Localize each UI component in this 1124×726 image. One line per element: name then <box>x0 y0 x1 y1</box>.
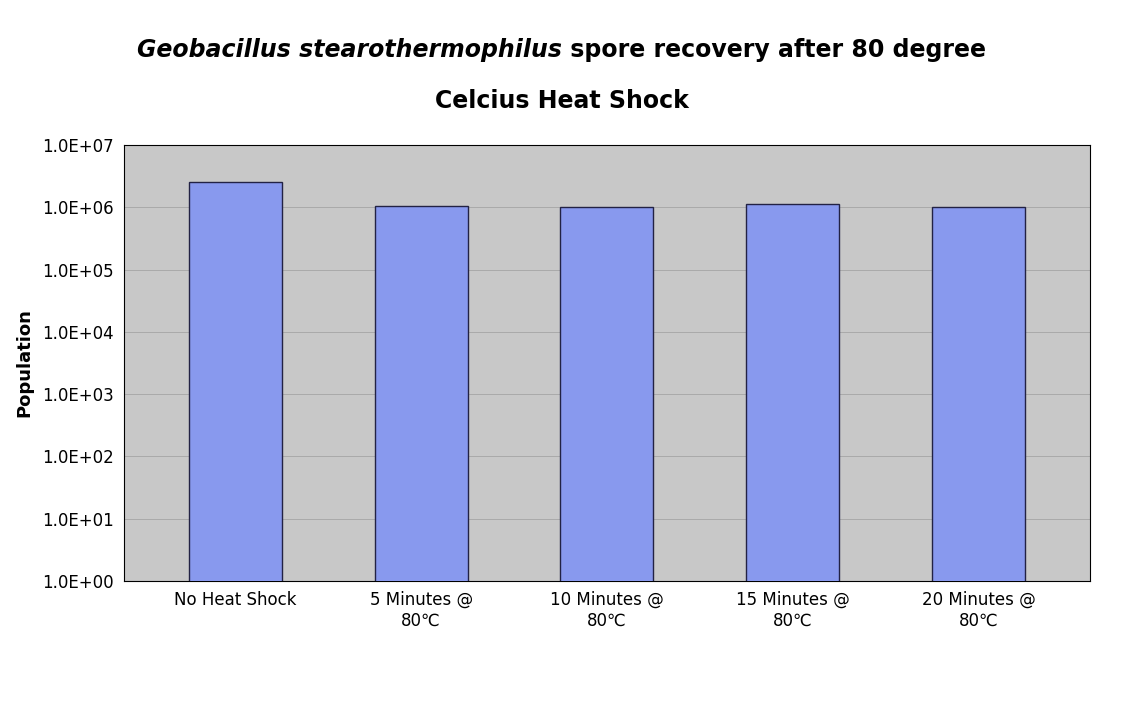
Bar <box>374 206 468 726</box>
Bar <box>746 204 840 726</box>
Text: Geobacillus stearothermophilus: Geobacillus stearothermophilus <box>137 38 562 62</box>
Text: Celcius Heat Shock: Celcius Heat Shock <box>435 89 689 113</box>
Bar <box>561 208 653 726</box>
Bar <box>932 208 1025 726</box>
Text: spore recovery after 80 degree: spore recovery after 80 degree <box>562 38 986 62</box>
Y-axis label: Population: Population <box>16 309 34 417</box>
Bar <box>189 182 282 726</box>
